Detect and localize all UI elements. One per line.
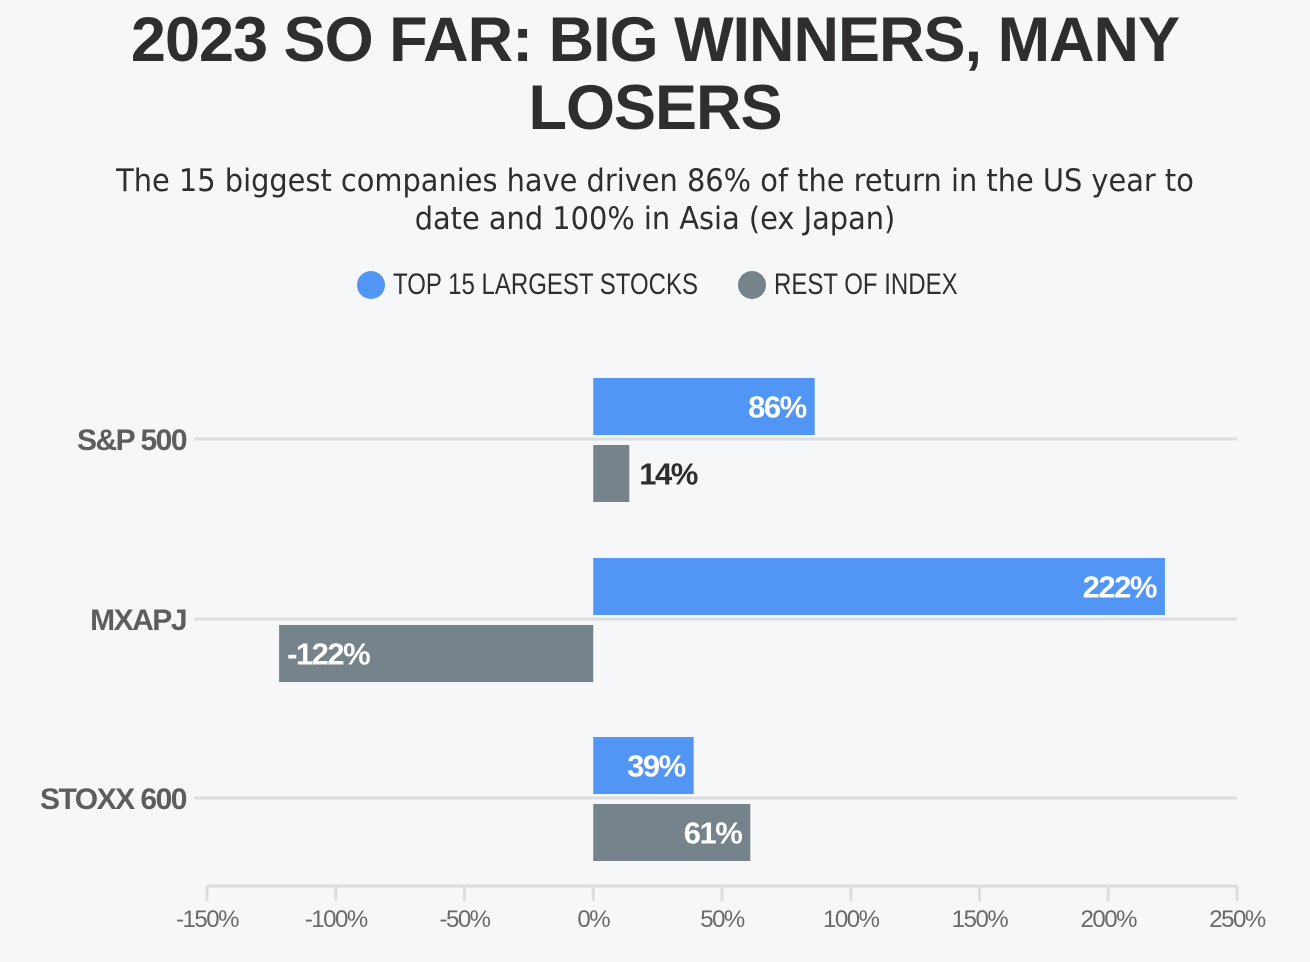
data-label: -122% <box>287 637 370 672</box>
legend-swatch-rest <box>737 271 766 299</box>
legend-item-rest: REST OF INDEX <box>737 268 957 302</box>
x-tick-label: 100% <box>823 906 880 933</box>
bar-top15 <box>593 737 694 794</box>
data-label: 39% <box>627 749 685 784</box>
legend-label-rest: REST OF INDEX <box>773 268 958 301</box>
bar-rest <box>593 445 630 502</box>
x-tick-label: 200% <box>1081 906 1138 933</box>
bar-rest <box>279 625 594 682</box>
x-tick-label: -50% <box>439 906 490 933</box>
x-tick-label: 50% <box>700 906 745 933</box>
x-tick-label: 0% <box>577 906 610 933</box>
bar-rest <box>593 804 751 861</box>
legend-label-top15: TOP 15 LARGEST STOCKS <box>392 268 698 301</box>
x-tick-label: 250% <box>1209 906 1266 933</box>
legend-swatch-top15 <box>356 271 385 299</box>
bar-top15 <box>593 378 815 435</box>
x-tick-label: 150% <box>952 906 1009 933</box>
category-label: STOXX 600 <box>40 783 187 816</box>
data-label: 86% <box>748 390 806 425</box>
category-label: MXAPJ <box>90 604 186 637</box>
data-label: 61% <box>684 816 742 851</box>
data-label: 222% <box>1083 570 1157 605</box>
legend-item-top15: TOP 15 LARGEST STOCKS <box>356 268 724 302</box>
x-tick-label: -150% <box>176 906 239 933</box>
chart-subtitle: The 15 biggest companies have driven 86%… <box>116 163 1194 237</box>
chart-title: 2023 SO FAR: BIG WINNERS, MANY LOSERS <box>130 5 1180 143</box>
x-tick-label: -100% <box>305 906 368 933</box>
category-label: S&P 500 <box>77 424 187 457</box>
legend: TOP 15 LARGEST STOCKS REST OF INDEX <box>0 268 1310 302</box>
bar-top15 <box>593 558 1165 615</box>
data-label: 14% <box>639 457 697 492</box>
